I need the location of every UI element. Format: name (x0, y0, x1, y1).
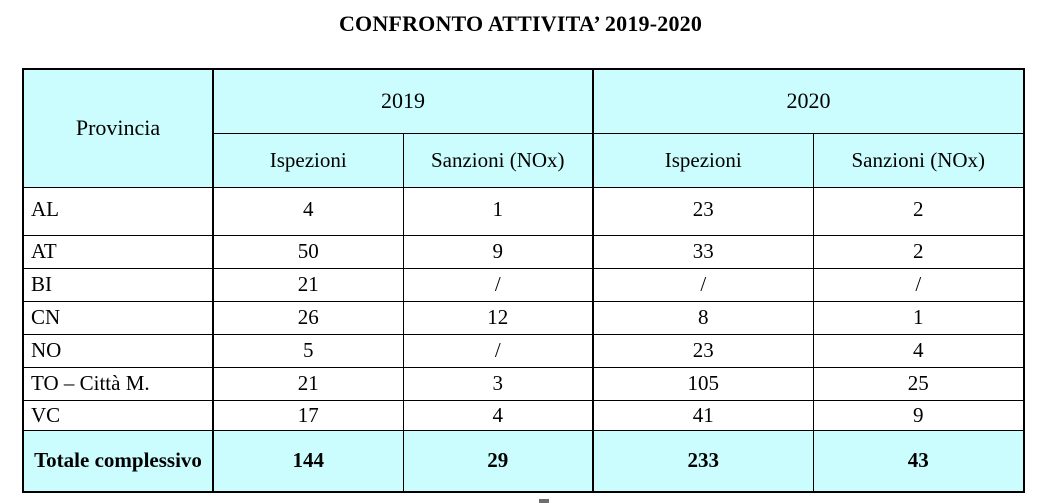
sanzioni-2020-cell: 9 (812, 399, 1025, 431)
ispezioni-2019-cell: 21 (212, 366, 404, 401)
provincia-cell: AT (22, 234, 214, 269)
table-row-bi: BI 21 / / / (22, 267, 1025, 302)
ispezioni-2019-cell: 26 (212, 300, 404, 335)
provincia-cell: AL (22, 186, 214, 236)
provincia-cell: CN (22, 300, 214, 335)
sanzioni-2019-cell: 1 (402, 186, 594, 236)
ispezioni-2019-cell: 5 (212, 333, 404, 368)
report-title: CONFRONTO ATTIVITA’ 2019-2020 (338, 11, 703, 36)
table-row-cn: CN 26 12 8 1 (22, 300, 1025, 335)
subheader-row: Ispezioni Sanzioni (NOx) Ispezioni Sanzi… (23, 132, 1025, 188)
provincia-cell: NO (22, 333, 214, 368)
activity-table: Provincia 2019 2020 Ispezioni Sanzioni (… (22, 68, 1025, 493)
table-row-vc: VC 17 4 41 9 (22, 399, 1025, 431)
sanzioni-2019-cell: / (402, 267, 594, 302)
sanzioni-2020-cell: 1 (812, 300, 1025, 335)
sanzioni-2020-cell: 4 (812, 333, 1025, 368)
page-number-fragment (539, 499, 549, 503)
provincia-cell: TO – Città M. (22, 366, 214, 401)
total-ispezioni-2020: 233 (592, 429, 814, 493)
year-header-row: Provincia 2019 2020 (22, 68, 1025, 188)
ispezioni-2020-cell: / (592, 267, 814, 302)
sanzioni-2019-cell: 3 (402, 366, 594, 401)
table-row-no: NO 5 / 23 4 (22, 333, 1025, 368)
ispezioni-2019-cell: 4 (212, 186, 404, 236)
provincia-header-cell: Provincia (22, 68, 214, 188)
ispezioni-2020-cell: 41 (592, 399, 814, 431)
sanzioni-2020-cell: 2 (812, 234, 1025, 269)
total-ispezioni-2019: 144 (212, 429, 404, 493)
sanzioni-2020-cell: 25 (812, 366, 1025, 401)
ispezioni-2020-cell: 33 (592, 234, 814, 269)
sanzioni-2019-cell: 12 (402, 300, 594, 335)
total-sanzioni-2019: 29 (402, 429, 594, 493)
year-2020-header: 2020 (592, 68, 1025, 134)
table-row-at: AT 50 9 33 2 (22, 234, 1025, 269)
table-row-to: TO – Città M. 21 3 105 25 (22, 366, 1025, 401)
year-2019-header: 2019 (212, 68, 594, 134)
table-row-al: AL 4 1 23 2 (22, 186, 1025, 236)
ispezioni-2020-cell: 105 (592, 366, 814, 401)
ispezioni-2019-cell: 21 (212, 267, 404, 302)
subheader-ispezioni-2019: Ispezioni (212, 132, 404, 188)
sanzioni-2019-cell: 4 (402, 399, 594, 431)
total-label: Totale complessivo (22, 429, 214, 493)
total-sanzioni-2020: 43 (812, 429, 1025, 493)
sanzioni-2020-cell: / (812, 267, 1025, 302)
ispezioni-2020-cell: 8 (592, 300, 814, 335)
ispezioni-2019-cell: 50 (212, 234, 404, 269)
subheader-sanzioni-2019: Sanzioni (NOx) (402, 132, 594, 188)
subheader-sanzioni-2020: Sanzioni (NOx) (812, 132, 1025, 188)
sanzioni-2020-cell: 2 (812, 186, 1025, 236)
provincia-cell: BI (22, 267, 214, 302)
total-row: Totale complessivo 144 29 233 43 (22, 429, 1025, 493)
provincia-cell: VC (22, 399, 214, 431)
ispezioni-2019-cell: 17 (212, 399, 404, 431)
subheader-ispezioni-2020: Ispezioni (592, 132, 814, 188)
ispezioni-2020-cell: 23 (592, 186, 814, 236)
sanzioni-2019-cell: / (402, 333, 594, 368)
sanzioni-2019-cell: 9 (402, 234, 594, 269)
ispezioni-2020-cell: 23 (592, 333, 814, 368)
